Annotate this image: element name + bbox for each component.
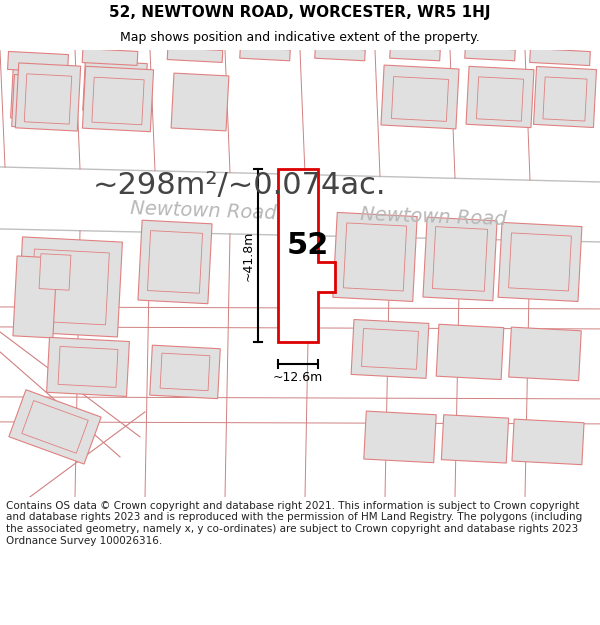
Text: 52, NEWTOWN ROAD, WORCESTER, WR5 1HJ: 52, NEWTOWN ROAD, WORCESTER, WR5 1HJ <box>109 5 491 20</box>
Polygon shape <box>11 74 73 129</box>
Polygon shape <box>466 66 534 128</box>
Polygon shape <box>83 61 147 114</box>
Text: 52: 52 <box>287 231 329 260</box>
Polygon shape <box>442 415 509 463</box>
Polygon shape <box>391 77 449 121</box>
Polygon shape <box>509 327 581 381</box>
Polygon shape <box>17 237 122 337</box>
Polygon shape <box>498 222 582 301</box>
Polygon shape <box>92 78 144 125</box>
Polygon shape <box>82 66 154 132</box>
Polygon shape <box>24 74 72 124</box>
Polygon shape <box>333 213 417 301</box>
Polygon shape <box>171 73 229 131</box>
Text: Map shows position and indicative extent of the property.: Map shows position and indicative extent… <box>120 31 480 44</box>
Polygon shape <box>0 167 600 242</box>
Polygon shape <box>433 227 488 291</box>
Text: Newtown Road: Newtown Road <box>360 205 507 229</box>
Polygon shape <box>9 390 101 464</box>
Polygon shape <box>343 223 407 291</box>
Text: ~12.6m: ~12.6m <box>273 371 323 384</box>
Polygon shape <box>240 48 290 61</box>
Polygon shape <box>509 233 571 291</box>
Polygon shape <box>39 254 71 290</box>
Polygon shape <box>167 48 223 63</box>
Polygon shape <box>351 319 429 378</box>
Polygon shape <box>8 51 68 72</box>
Polygon shape <box>58 346 118 388</box>
Polygon shape <box>138 220 212 304</box>
Text: ~41.8m: ~41.8m <box>241 230 254 281</box>
Polygon shape <box>16 63 80 131</box>
Polygon shape <box>22 401 88 453</box>
Polygon shape <box>465 48 515 61</box>
Text: Contains OS data © Crown copyright and database right 2021. This information is : Contains OS data © Crown copyright and d… <box>6 501 582 546</box>
Polygon shape <box>512 419 584 464</box>
Polygon shape <box>82 49 138 66</box>
Text: Newtown Road: Newtown Road <box>130 199 277 223</box>
Polygon shape <box>47 338 130 396</box>
Polygon shape <box>31 249 109 325</box>
Polygon shape <box>150 345 220 399</box>
Polygon shape <box>530 49 590 66</box>
Polygon shape <box>13 256 57 338</box>
Polygon shape <box>390 48 440 61</box>
Polygon shape <box>423 217 497 301</box>
Polygon shape <box>436 324 504 379</box>
Polygon shape <box>11 63 73 121</box>
Polygon shape <box>278 169 335 342</box>
Polygon shape <box>543 77 587 121</box>
Polygon shape <box>476 77 524 121</box>
Polygon shape <box>381 65 459 129</box>
Polygon shape <box>160 353 210 391</box>
Polygon shape <box>364 411 436 462</box>
Polygon shape <box>533 66 596 128</box>
Text: ~298m²/~0.074ac.: ~298m²/~0.074ac. <box>93 171 387 201</box>
Polygon shape <box>362 329 418 369</box>
Polygon shape <box>315 48 365 61</box>
Polygon shape <box>148 231 203 293</box>
